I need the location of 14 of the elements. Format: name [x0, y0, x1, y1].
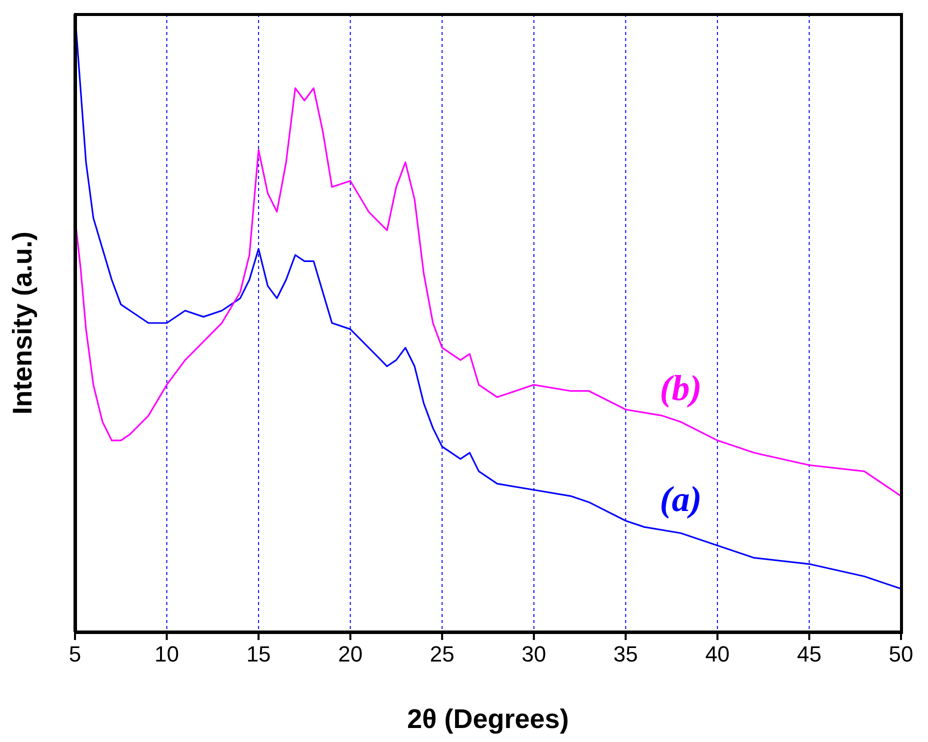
x-tick-label: 45 — [796, 642, 822, 667]
y-axis-title: Intensity (a.u.) — [8, 231, 38, 415]
series-label: (a) — [660, 479, 702, 520]
x-tick-label: 30 — [522, 642, 546, 667]
x-axis-title: 2θ (Degrees) — [407, 704, 569, 734]
x-tick-label: 40 — [705, 642, 730, 667]
x-tick-label: 10 — [154, 642, 180, 667]
x-tick-label: 15 — [246, 642, 271, 667]
x-tick-label: 20 — [338, 642, 363, 667]
x-tick-label: 50 — [888, 642, 914, 667]
x-tick-label: 5 — [68, 642, 82, 667]
x-tick-label: 35 — [613, 642, 638, 667]
x-tick-label: 25 — [430, 642, 454, 667]
series-label: (b) — [660, 368, 702, 408]
